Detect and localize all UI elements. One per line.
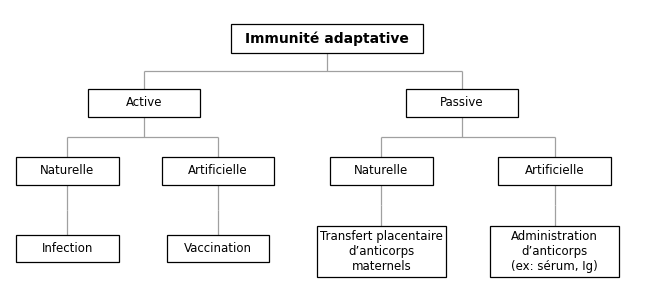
Text: Infection: Infection [42,242,93,255]
Text: Active: Active [126,97,163,110]
FancyBboxPatch shape [231,24,423,53]
Text: Vaccination: Vaccination [184,242,252,255]
Text: Passive: Passive [439,97,483,110]
FancyBboxPatch shape [498,157,611,184]
FancyBboxPatch shape [330,157,433,184]
FancyBboxPatch shape [167,235,269,262]
FancyBboxPatch shape [16,235,119,262]
Text: Naturelle: Naturelle [41,164,95,177]
FancyBboxPatch shape [162,157,274,184]
FancyBboxPatch shape [88,89,200,117]
Text: Immunité adaptative: Immunité adaptative [245,31,409,46]
FancyBboxPatch shape [490,226,619,277]
Text: Artificielle: Artificielle [188,164,248,177]
FancyBboxPatch shape [405,89,518,117]
Text: Naturelle: Naturelle [354,164,409,177]
Text: Artificielle: Artificielle [525,164,584,177]
Text: Transfert placentaire
d’anticorps
maternels: Transfert placentaire d’anticorps matern… [320,230,443,273]
FancyBboxPatch shape [16,157,119,184]
Text: Administration
d’anticorps
(ex: sérum, Ig): Administration d’anticorps (ex: sérum, I… [511,230,598,273]
FancyBboxPatch shape [317,226,445,277]
